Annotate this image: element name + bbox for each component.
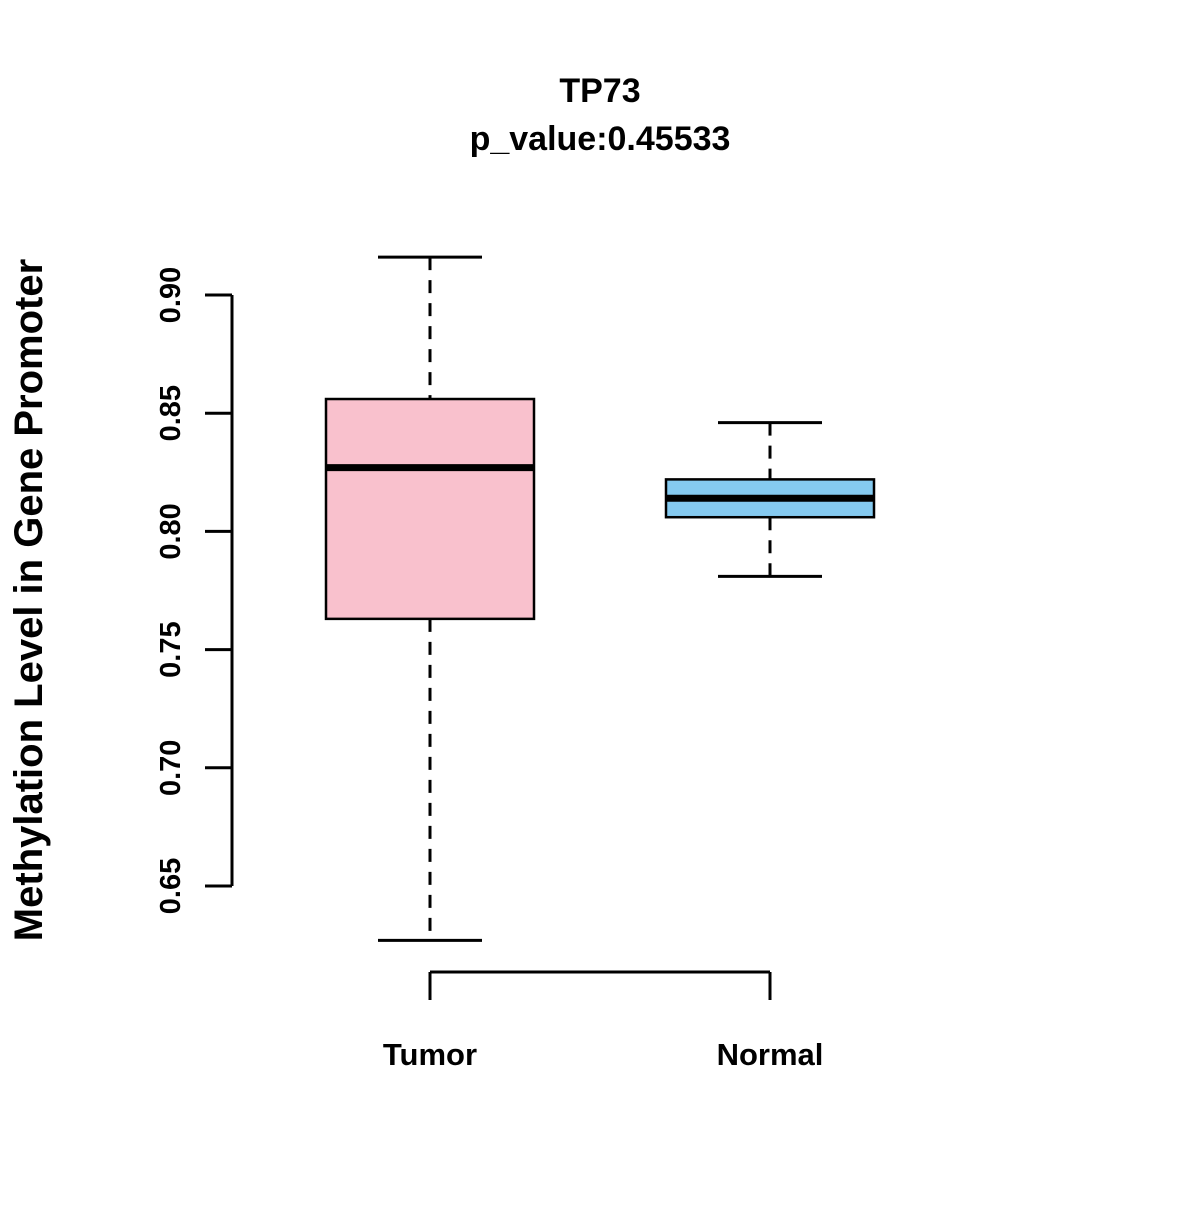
x-category-label: Tumor — [383, 1037, 477, 1072]
y-axis-label: Methylation Level in Gene Promoter — [7, 259, 51, 941]
chart-title: TP73 — [559, 72, 640, 110]
chart-subtitle: p_value:0.45533 — [470, 120, 731, 158]
y-tick-label: 0.75 — [155, 621, 187, 677]
y-tick-label: 0.90 — [155, 267, 187, 323]
y-tick-label: 0.80 — [155, 503, 187, 559]
x-category-label: Normal — [717, 1037, 824, 1072]
iqr-box-tumor — [324, 397, 536, 621]
y-tick-label: 0.85 — [155, 385, 187, 441]
y-tick-label: 0.65 — [155, 858, 187, 914]
plot-area: 0.65 0.70 0.75 0.80 0.85 0.90 Tumor Normal — [155, 255, 876, 1072]
y-tick-label: 0.70 — [155, 740, 187, 796]
